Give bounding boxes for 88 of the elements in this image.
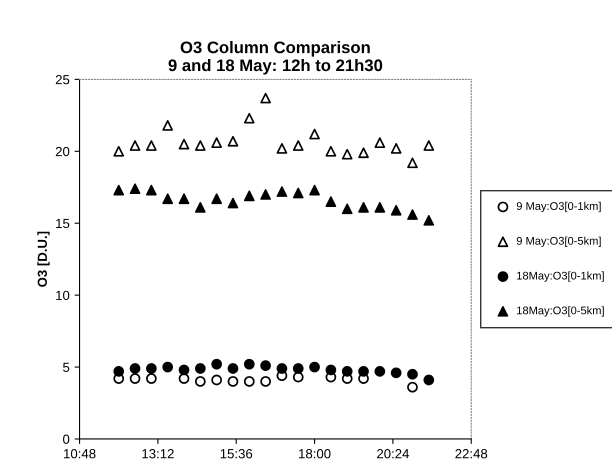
y-tick-label: 15 — [56, 218, 70, 228]
point — [292, 372, 304, 382]
point — [342, 204, 353, 214]
point — [244, 190, 255, 202]
point — [211, 374, 222, 386]
point — [244, 112, 255, 124]
point — [178, 373, 190, 384]
point — [130, 183, 140, 194]
point — [326, 364, 336, 376]
point — [228, 363, 238, 374]
point — [390, 143, 402, 154]
point — [374, 202, 386, 213]
point — [276, 186, 288, 197]
legend-label: 9 May:O3[0-5km] — [516, 236, 601, 247]
point — [309, 362, 320, 372]
point — [113, 184, 124, 196]
point — [326, 146, 336, 157]
y-tick-label: 5 — [63, 362, 70, 372]
point — [407, 368, 418, 380]
x-tick-label: 15:36 — [220, 449, 252, 458]
point — [228, 376, 238, 387]
point — [211, 137, 222, 148]
point — [358, 366, 369, 377]
point — [260, 92, 271, 104]
point — [292, 140, 304, 151]
point — [146, 140, 157, 151]
point — [260, 189, 271, 200]
point — [407, 157, 418, 168]
point — [358, 202, 369, 213]
point — [407, 382, 418, 393]
point — [178, 193, 190, 204]
point — [146, 373, 157, 384]
chart-title: O3 Column Comparison 9 and 18 May: 12h to 21h30 — [168, 41, 382, 75]
y-tick-label: 25 — [56, 74, 70, 84]
point — [162, 120, 174, 131]
x-tick-label: 20:24 — [377, 449, 410, 458]
point — [130, 363, 140, 374]
point — [178, 138, 190, 150]
point — [342, 148, 353, 160]
point — [178, 364, 190, 376]
x-tick-label: 10:48 — [64, 449, 96, 458]
point — [358, 147, 369, 158]
point — [423, 374, 434, 386]
legend-label: 18May:O3[0-1km] — [517, 271, 604, 282]
point — [407, 209, 418, 220]
point — [146, 184, 157, 196]
point — [194, 140, 206, 151]
point — [146, 363, 157, 374]
point — [309, 184, 320, 196]
y-axis-title: O3 [D.U.] — [37, 232, 50, 287]
point — [194, 363, 206, 374]
point — [113, 146, 124, 157]
y-tick-label: 10 — [56, 290, 70, 300]
point — [423, 140, 434, 151]
x-tick-label: 13:12 — [142, 449, 174, 458]
point — [228, 136, 238, 147]
point — [244, 358, 255, 370]
point — [276, 143, 288, 154]
point — [342, 366, 353, 377]
point — [130, 373, 140, 384]
point — [162, 193, 174, 204]
legend-label: 18May:O3[0-5km] — [517, 306, 604, 317]
point — [309, 128, 320, 140]
point — [228, 198, 238, 208]
point — [292, 188, 304, 198]
point — [211, 358, 222, 370]
point — [113, 366, 124, 377]
x-tick-label: 18:00 — [299, 449, 331, 458]
point — [390, 204, 402, 216]
point — [162, 362, 174, 372]
point — [130, 140, 140, 151]
point — [276, 363, 288, 374]
point — [260, 360, 271, 371]
point — [390, 367, 402, 378]
point — [423, 215, 434, 226]
point — [211, 193, 222, 204]
y-tick-label: 0 — [63, 434, 70, 444]
point — [374, 366, 386, 377]
point — [374, 137, 386, 148]
point — [244, 376, 255, 387]
y-tick-label: 20 — [56, 146, 70, 156]
point — [326, 196, 336, 207]
point — [194, 202, 206, 213]
legend-label: 9 May:O3[0-1km] — [516, 202, 601, 212]
point — [292, 363, 304, 374]
x-tick-label: 22:48 — [455, 449, 488, 458]
point — [194, 376, 206, 387]
point — [260, 376, 271, 387]
